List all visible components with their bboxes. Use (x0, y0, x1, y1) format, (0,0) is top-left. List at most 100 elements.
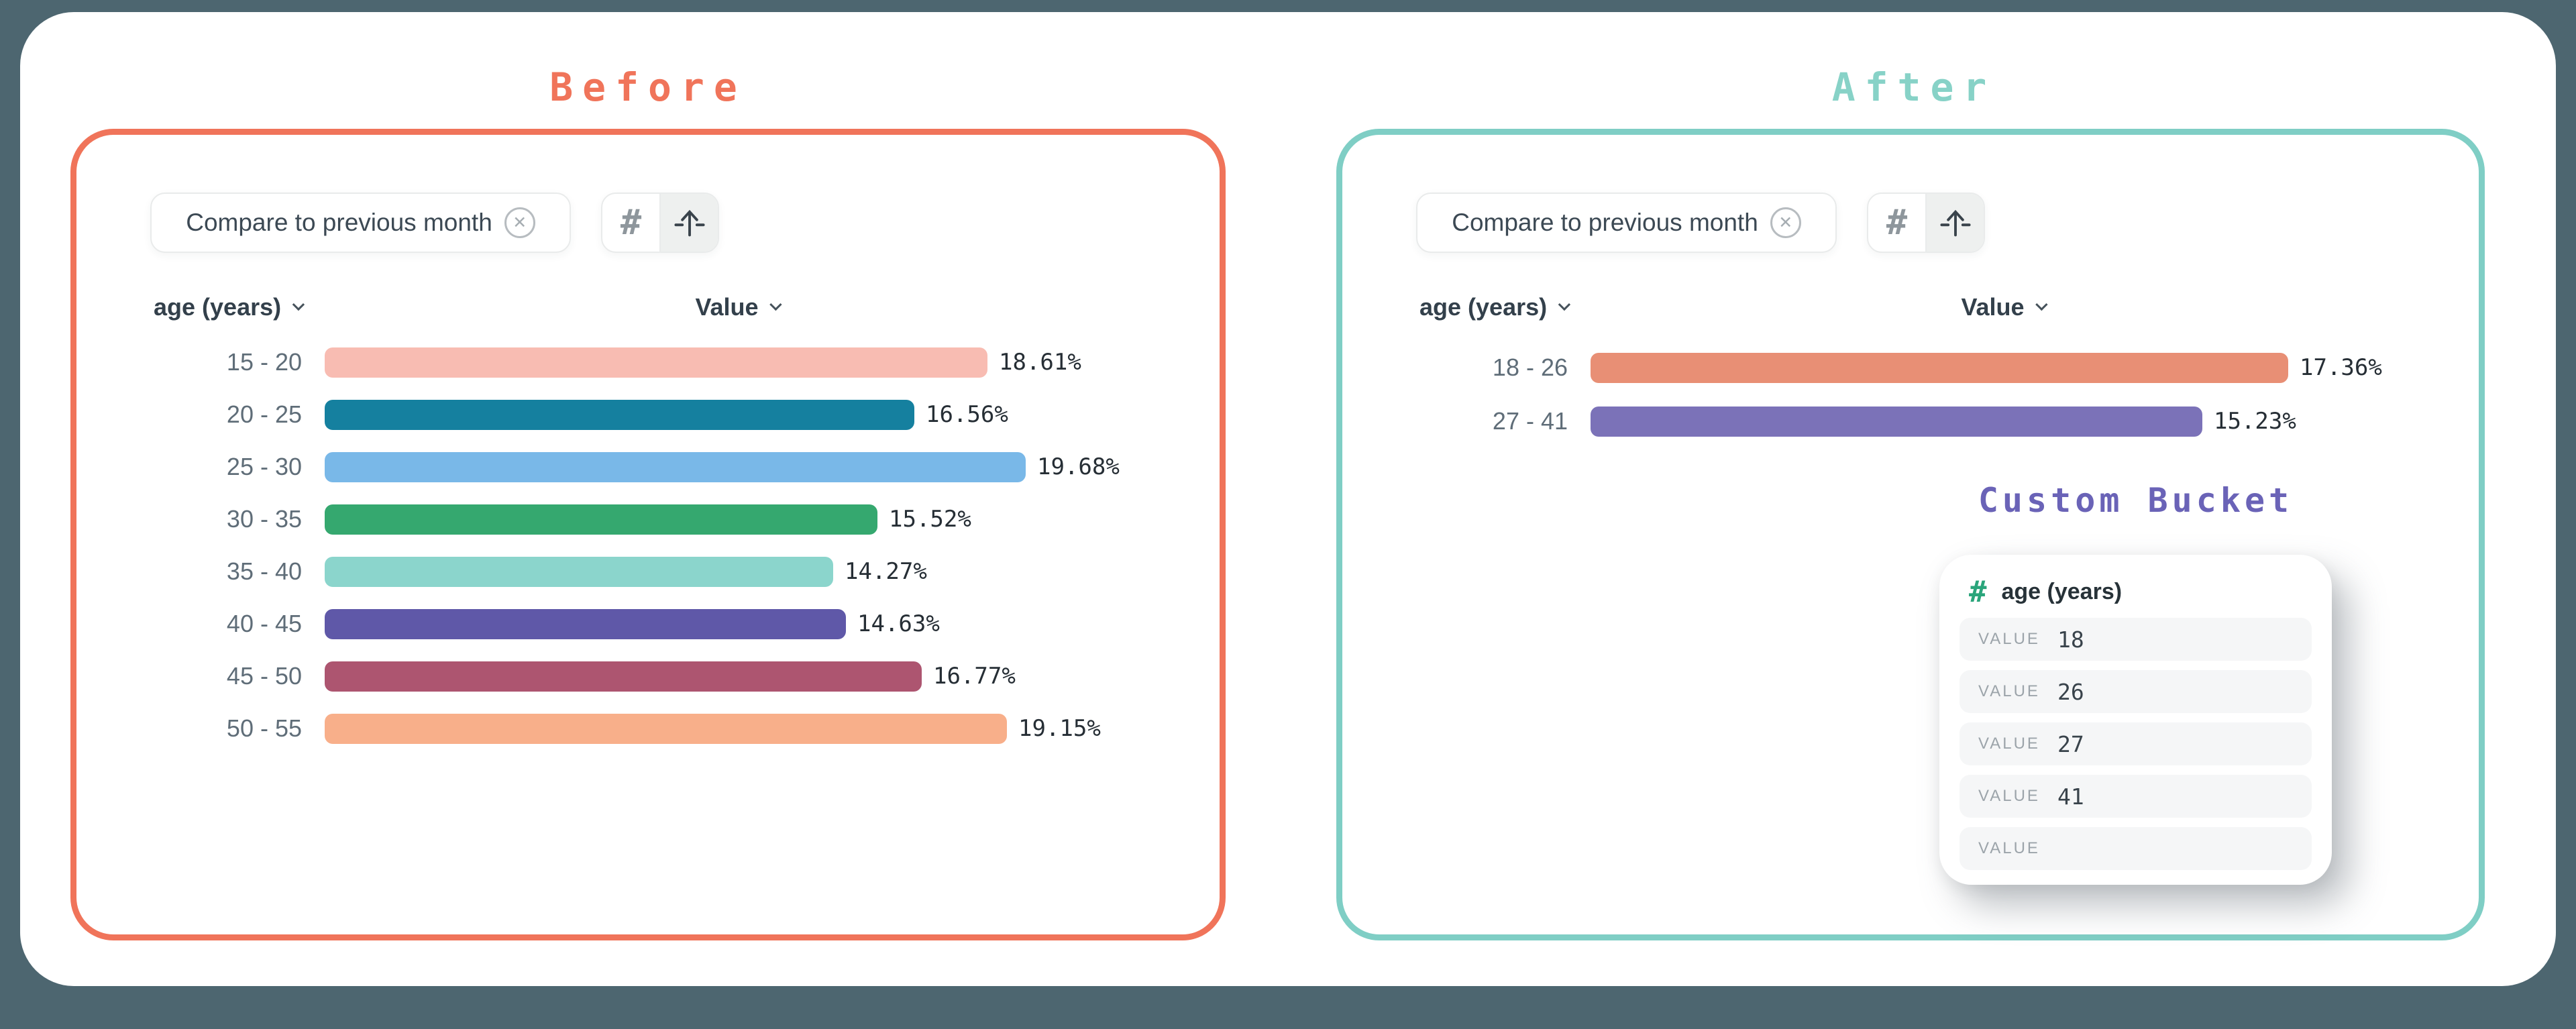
filter-chip-label: Compare to previous month (186, 209, 492, 236)
chevron-down-icon (2035, 298, 2048, 311)
number-format-button[interactable]: # (602, 194, 659, 252)
bar-track: 17.36% (1591, 352, 2473, 383)
main-card: Before After Compare to previous month ✕… (20, 12, 2556, 986)
after-title: After (1831, 64, 1996, 110)
before-panel: Compare to previous month ✕ # age (70, 129, 1226, 940)
bar-value-label: 18.61% (999, 349, 1081, 376)
remove-filter-icon[interactable]: ✕ (1770, 207, 1801, 238)
value-input-label: VALUE (1978, 682, 2040, 700)
bar[interactable] (325, 661, 922, 692)
bar-value-label: 14.63% (857, 610, 940, 637)
bar[interactable] (1591, 406, 2202, 437)
measure-column-header[interactable]: Value (1961, 293, 2048, 321)
bar-row: 15 - 20 18.61% (76, 336, 1214, 388)
bar[interactable] (325, 399, 914, 430)
bar-row: 40 - 45 14.63% (76, 598, 1214, 650)
axis-flip-icon (1939, 209, 1971, 237)
value-input-label: VALUE (1978, 735, 2040, 753)
bar[interactable] (325, 347, 987, 378)
custom-bucket-title: Custom Bucket (1978, 481, 2294, 520)
bar-category-label: 30 - 35 (226, 505, 302, 533)
bar-category-label: 25 - 30 (226, 453, 302, 480)
bar-track: 14.27% (325, 556, 1214, 587)
bar[interactable] (325, 504, 877, 535)
bar-track: 16.77% (325, 661, 1214, 692)
bucket-value-list: VALUE 18 VALUE 26 VALUE 27 VALUE 41 VALUE (1960, 618, 2312, 870)
bar-chart-before: 15 - 20 18.61% 20 - 25 16.56% 25 - 30 19.68% 3… (76, 336, 1214, 755)
measure-column-header[interactable]: Value (695, 293, 782, 321)
bar[interactable] (325, 713, 1007, 744)
bar-category-label: 40 - 45 (226, 610, 302, 637)
bar-track: 15.52% (325, 504, 1214, 535)
value-input-label: VALUE (1978, 787, 2040, 805)
number-format-button[interactable]: # (1868, 194, 1925, 252)
measure-column-label: Value (695, 293, 759, 321)
axis-flip-button[interactable] (1925, 194, 1984, 252)
value-input-label: VALUE (1978, 839, 2040, 857)
bar[interactable] (325, 608, 846, 639)
chevron-down-icon (769, 298, 782, 311)
bar[interactable] (325, 451, 1026, 482)
bar-value-label: 15.52% (889, 506, 971, 533)
bar-value-label: 16.77% (933, 663, 1016, 690)
bar-row: 20 - 25 16.56% (76, 388, 1214, 441)
bar-track: 18.61% (325, 347, 1214, 378)
chevron-down-icon (1558, 298, 1571, 311)
view-toggle: # (1867, 193, 1985, 253)
bar-category-label: 50 - 55 (226, 714, 302, 742)
bar-row: 27 - 41 15.23% (1342, 394, 2473, 448)
hash-icon: # (620, 203, 642, 243)
numeric-field-hash-icon: # (1969, 574, 1987, 609)
bar-track: 15.23% (1591, 406, 2473, 437)
bar-track: 19.68% (325, 451, 1214, 482)
bucket-value-input[interactable]: VALUE 41 (1960, 775, 2312, 818)
bar-track: 16.56% (325, 399, 1214, 430)
view-toggle: # (601, 193, 719, 253)
bucket-value-input[interactable]: VALUE 27 (1960, 722, 2312, 765)
bar-track: 14.63% (325, 608, 1214, 639)
hash-icon: # (1886, 203, 1908, 243)
filter-chip[interactable]: Compare to previous month ✕ (1416, 193, 1837, 253)
bar-category-label: 35 - 40 (226, 557, 302, 585)
bucket-field-label: age (years) (2001, 578, 2123, 604)
bar-category-label: 18 - 26 (1492, 354, 1568, 381)
bar-value-label: 19.68% (1037, 453, 1120, 480)
before-title: Before (549, 64, 747, 110)
bar-value-label: 14.27% (845, 558, 927, 585)
value-input-label: VALUE (1978, 630, 2040, 648)
filter-chip[interactable]: Compare to previous month ✕ (150, 193, 571, 253)
value-input-text: 18 (2057, 626, 2084, 653)
dimension-column-label: age (years) (1419, 293, 1548, 321)
bucket-field-header: # age (years) (1960, 572, 2312, 611)
bar-row: 30 - 35 15.52% (76, 493, 1214, 545)
after-panel: Compare to previous month ✕ # age (1336, 129, 2485, 940)
value-input-text: 41 (2057, 783, 2084, 810)
axis-flip-button[interactable] (659, 194, 718, 252)
value-input-text: 26 (2057, 678, 2084, 705)
bar-track: 19.15% (325, 713, 1214, 744)
bucket-value-input[interactable]: VALUE 26 (1960, 670, 2312, 713)
value-input-text: 27 (2057, 730, 2084, 757)
bar[interactable] (325, 556, 833, 587)
bar-value-label: 19.15% (1018, 715, 1101, 742)
filter-chip-label: Compare to previous month (1452, 209, 1758, 236)
remove-filter-icon[interactable]: ✕ (504, 207, 535, 238)
bar[interactable] (1591, 352, 2288, 383)
bucket-value-input[interactable]: VALUE (1960, 827, 2312, 870)
bar-row: 35 - 40 14.27% (76, 545, 1214, 598)
bar-value-label: 17.36% (2300, 354, 2382, 381)
bar-category-label: 45 - 50 (226, 662, 302, 690)
bar-chart-after: 18 - 26 17.36% 27 - 41 15.23% (1342, 341, 2473, 448)
measure-column-label: Value (1961, 293, 2025, 321)
dimension-column-label: age (years) (154, 293, 282, 321)
dimension-column-header[interactable]: age (years) (154, 293, 305, 321)
bar-row: 45 - 50 16.77% (76, 650, 1214, 702)
bar-row: 18 - 26 17.36% (1342, 341, 2473, 394)
bar-category-label: 15 - 20 (226, 348, 302, 376)
bar-row: 25 - 30 19.68% (76, 441, 1214, 493)
bar-value-label: 15.23% (2214, 408, 2296, 435)
chevron-down-icon (292, 298, 305, 311)
dimension-column-header[interactable]: age (years) (1419, 293, 1571, 321)
bucket-value-input[interactable]: VALUE 18 (1960, 618, 2312, 661)
